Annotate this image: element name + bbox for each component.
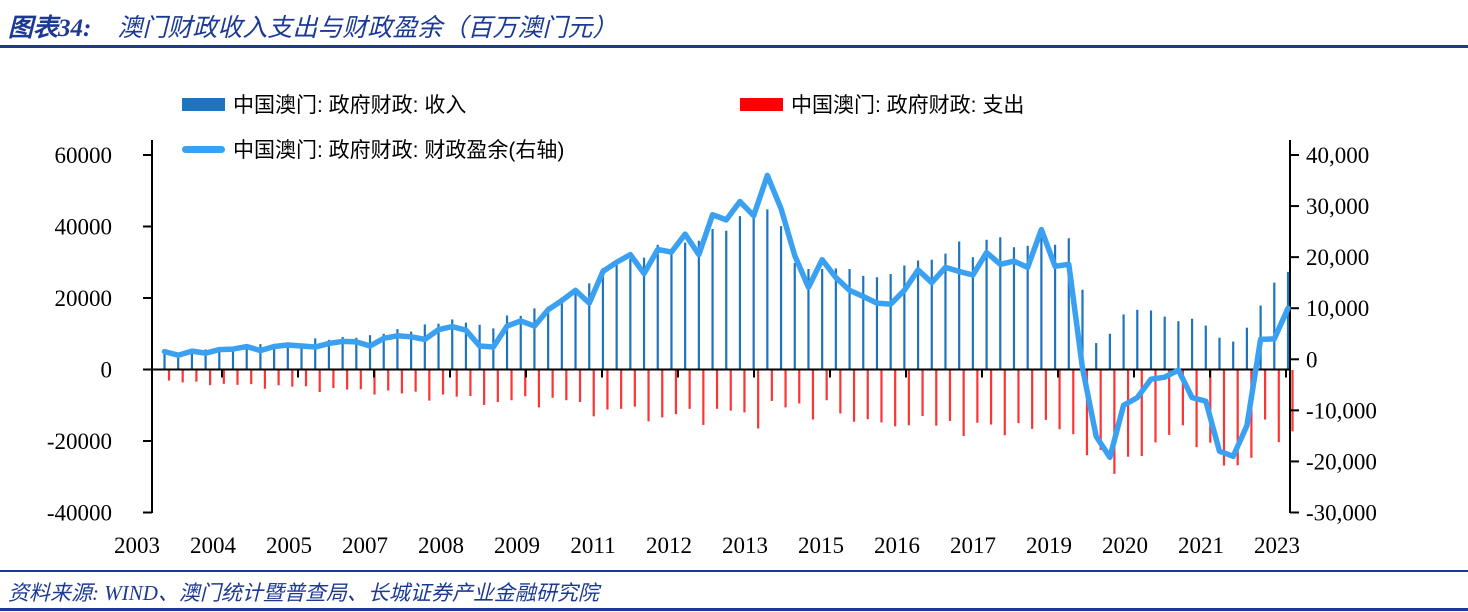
surplus-line <box>161 172 1291 461</box>
svg-text:2023: 2023 <box>1254 533 1300 558</box>
svg-text:2019: 2019 <box>1026 533 1072 558</box>
chart-title: 图表34: 澳门财政收入支出与财政盈余（百万澳门元） <box>8 8 617 44</box>
legend-label-surplus: 中国澳门: 政府财政: 财政盈余(右轴) <box>233 139 565 162</box>
expenditure-swatch-icon <box>740 97 783 111</box>
svg-text:0: 0 <box>1306 347 1318 372</box>
legend-item-surplus: 中国澳门: 政府财政: 财政盈余(右轴) <box>182 134 564 164</box>
svg-text:2011: 2011 <box>570 533 615 558</box>
svg-text:40,000: 40,000 <box>1306 143 1369 168</box>
source-divider <box>0 570 1468 572</box>
svg-text:2003: 2003 <box>114 533 160 558</box>
title-underline <box>0 45 1468 48</box>
svg-text:2015: 2015 <box>798 533 844 558</box>
svg-text:0: 0 <box>101 358 113 383</box>
svg-text:2016: 2016 <box>874 533 920 558</box>
svg-text:2013: 2013 <box>722 533 768 558</box>
svg-text:10,000: 10,000 <box>1306 296 1369 321</box>
chart-title-prefix: 图表34: <box>8 15 92 42</box>
svg-text:-20,000: -20,000 <box>1306 449 1377 474</box>
svg-text:2009: 2009 <box>494 533 540 558</box>
svg-text:2012: 2012 <box>646 533 692 558</box>
source-text: 资料来源: WIND、澳门统计暨普查局、长城证券产业金融研究院 <box>8 581 599 605</box>
svg-text:30,000: 30,000 <box>1306 194 1369 219</box>
svg-text:-20000: -20000 <box>47 429 112 454</box>
legend-item-expenditure: 中国澳门: 政府财政: 支出 <box>740 89 1024 119</box>
svg-text:-30,000: -30,000 <box>1306 501 1377 526</box>
bottom-border <box>0 608 1468 611</box>
svg-text:20000: 20000 <box>55 286 113 311</box>
svg-text:2021: 2021 <box>1178 533 1224 558</box>
svg-text:2004: 2004 <box>190 533 237 558</box>
svg-text:2020: 2020 <box>1102 533 1148 558</box>
svg-text:40000: 40000 <box>55 215 113 240</box>
legend-label-expenditure: 中国澳门: 政府财政: 支出 <box>791 94 1025 117</box>
axis-tick-labels: 60000 40000 20000 0 -20000 -40000 40,000 30,000… <box>47 143 1377 558</box>
legend-item-revenue: 中国澳门: 政府财政: 收入 <box>182 89 466 119</box>
svg-text:2007: 2007 <box>342 533 388 558</box>
svg-text:-10,000: -10,000 <box>1306 398 1377 423</box>
svg-text:2005: 2005 <box>266 533 312 558</box>
svg-text:60000: 60000 <box>55 143 113 168</box>
legend-label-revenue: 中国澳门: 政府财政: 收入 <box>233 94 467 117</box>
revenue-swatch-icon <box>182 97 225 111</box>
surplus-line-swatch-icon <box>182 145 225 153</box>
expenditure-bars <box>167 370 1294 474</box>
svg-text:2008: 2008 <box>418 533 464 558</box>
chart-title-text: 澳门财政收入支出与财政盈余（百万澳门元） <box>117 15 618 42</box>
svg-text:2017: 2017 <box>950 533 996 558</box>
svg-text:-40000: -40000 <box>47 501 112 526</box>
svg-text:20,000: 20,000 <box>1306 245 1369 270</box>
axes <box>143 140 1299 514</box>
